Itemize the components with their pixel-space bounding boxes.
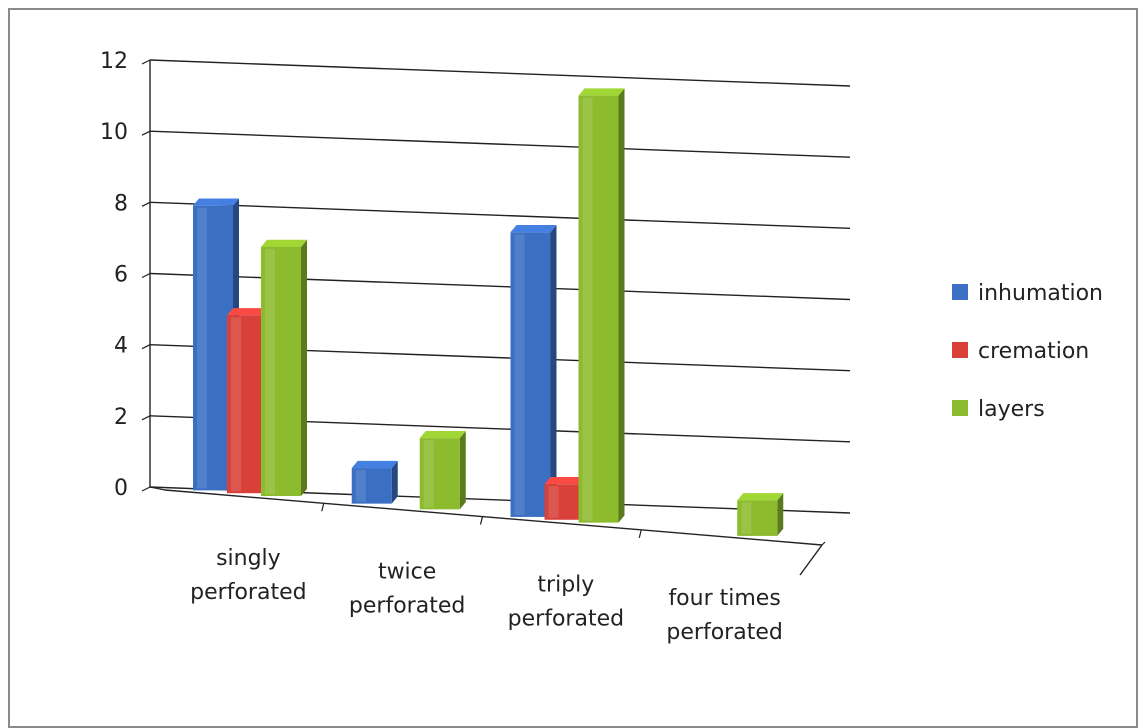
category-label: four times (668, 586, 780, 611)
y-tick (141, 130, 151, 136)
bar-chart-3d: 0 2 4 6 8 10 12 singly perforated twice perforated… (100, 49, 1103, 645)
bar-highlight (231, 317, 241, 492)
legend-label: cremation (978, 339, 1089, 364)
gridline (149, 130, 851, 158)
legend-swatch-cremation (952, 342, 968, 358)
bar-side-inhumation (550, 225, 557, 517)
floor-corner (799, 544, 823, 576)
y-tick (141, 59, 151, 65)
x-tick (321, 503, 325, 512)
bar-highlight (582, 97, 593, 521)
bar-side-layers (777, 493, 784, 536)
x-tick (479, 516, 484, 525)
category-label: twice (378, 559, 436, 584)
bar-layers[interactable] (261, 246, 301, 497)
y-tick-label: 2 (114, 405, 128, 430)
category-label: triply (537, 573, 594, 598)
bar-side-layers (301, 239, 307, 497)
bar-highlight (423, 440, 434, 508)
bar-highlight (355, 470, 366, 502)
x-tick (638, 529, 642, 539)
bar-top-inhumation (351, 460, 398, 469)
y-tick (141, 201, 151, 207)
bar-highlight (548, 486, 559, 518)
bar-highlight (197, 207, 207, 489)
y-tick (141, 486, 151, 492)
category-label: perforated (666, 620, 782, 645)
bar-side-layers (459, 430, 466, 510)
gridline (149, 59, 851, 87)
y-tick-label: 6 (114, 263, 128, 288)
bar-top-layers (261, 239, 307, 247)
y-tick (141, 415, 151, 421)
gridline (149, 201, 851, 230)
bar-cremation[interactable] (227, 315, 267, 494)
y-tick-label: 4 (114, 334, 128, 359)
bar-layers[interactable] (737, 500, 778, 536)
category-label: singly (216, 546, 281, 571)
bar-highlight (741, 502, 752, 534)
bar-top-inhumation (193, 198, 239, 206)
bar-top-layers (737, 493, 784, 501)
category-label: perforated (190, 580, 306, 605)
bar-top-layers (578, 88, 625, 96)
bar-inhumation[interactable] (193, 205, 233, 491)
y-tick (141, 272, 151, 279)
bar-highlight (265, 248, 275, 495)
bar-side-inhumation (391, 460, 398, 504)
category-label: perforated (508, 607, 624, 632)
bar-highlight (514, 234, 525, 515)
category-label: perforated (349, 593, 465, 618)
gridline (149, 272, 851, 301)
bar-layers[interactable] (578, 95, 619, 523)
y-tick (141, 344, 151, 350)
bar-side-layers (618, 88, 625, 523)
x-axis-line (164, 489, 823, 546)
bar-inhumation[interactable] (510, 232, 551, 517)
y-tick-label: 0 (114, 476, 128, 501)
floor-left-edge (149, 486, 166, 491)
bar-cremation[interactable] (544, 484, 585, 520)
bar-top-inhumation (510, 225, 557, 233)
bar-layers[interactable] (419, 438, 460, 510)
legend-swatch-inhumation (952, 284, 968, 300)
y-tick-label: 8 (114, 191, 128, 216)
bar-inhumation[interactable] (351, 468, 392, 504)
legend-label: inhumation (978, 281, 1103, 306)
y-tick-label: 12 (100, 49, 128, 74)
legend-label: layers (978, 397, 1045, 422)
bar-top-layers (419, 430, 466, 439)
legend-swatch-layers (952, 400, 968, 416)
y-tick-label: 10 (100, 120, 128, 145)
floor-right-edge (821, 541, 826, 546)
